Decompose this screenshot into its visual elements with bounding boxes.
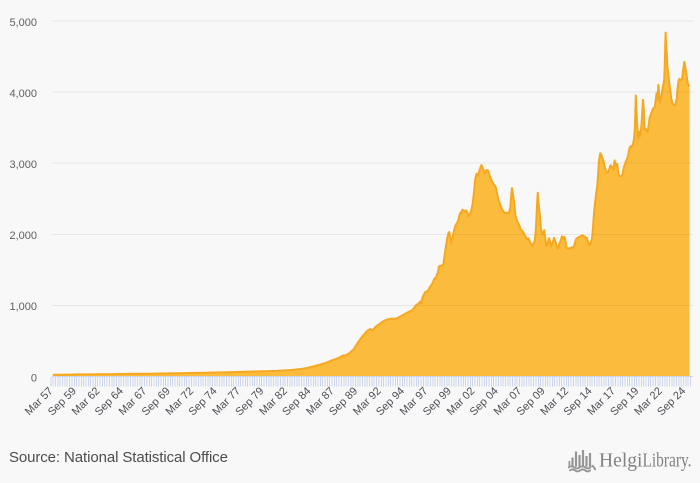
- svg-text:3,000: 3,000: [9, 159, 37, 171]
- svg-text:Source: National Statistical O: Source: National Statistical Office: [9, 449, 228, 466]
- svg-text:5,000: 5,000: [9, 17, 37, 29]
- svg-text:4,000: 4,000: [9, 88, 37, 100]
- svg-text:0: 0: [31, 372, 37, 384]
- svg-text:1,000: 1,000: [9, 301, 37, 313]
- svg-text:Helgi: Helgi: [599, 450, 643, 472]
- svg-text:Library.: Library.: [643, 450, 692, 472]
- svg-text:2,000: 2,000: [9, 230, 37, 242]
